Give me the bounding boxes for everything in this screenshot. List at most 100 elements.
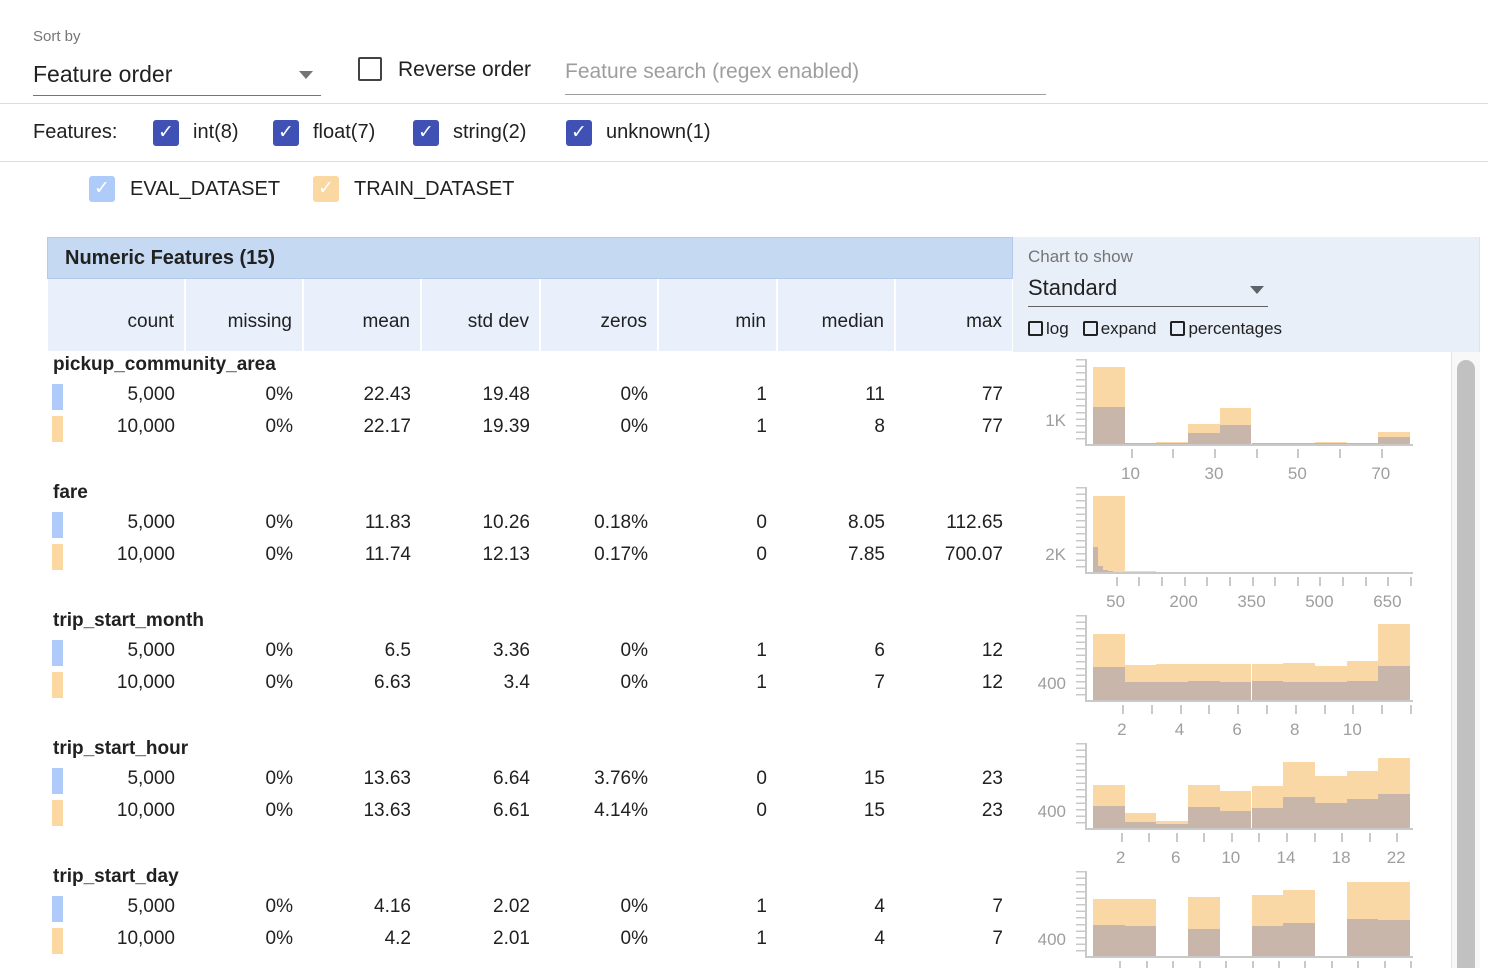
feature-search-input[interactable]: [565, 50, 1046, 94]
x-axis-tick: [1172, 449, 1174, 458]
checkbox-checked-icon[interactable]: [566, 120, 592, 146]
x-tick-label: 10: [1221, 848, 1240, 868]
stat-cell: 0: [658, 544, 777, 566]
x-axis-tick: [1396, 833, 1398, 842]
x-tick-label: 6: [1232, 720, 1241, 740]
x-tick-label: 2: [1116, 848, 1125, 868]
y-axis-label: 400: [1026, 674, 1066, 694]
histogram-bar-eval-overlap: [1156, 682, 1188, 700]
reverse-order-checkbox[interactable]: [358, 57, 382, 81]
histogram-bar-eval-overlap: [1093, 667, 1125, 700]
x-axis-tick: [1172, 961, 1174, 968]
feature-name: trip_start_hour: [53, 738, 188, 760]
y-axis-ticks: [1076, 487, 1085, 573]
sort-by-dropdown[interactable]: Feature order: [33, 54, 321, 96]
x-axis-tick: [1304, 961, 1306, 968]
histogram-bar-eval-overlap: [1378, 794, 1410, 828]
stat-cell: 7: [895, 928, 1013, 950]
x-axis-tick: [1365, 577, 1367, 586]
stat-cell: 10,000: [47, 800, 185, 822]
dataset-label: EVAL_DATASET: [130, 178, 280, 201]
checkbox-checked-icon[interactable]: [273, 120, 299, 146]
y-axis-line: [1085, 743, 1087, 830]
histogram-bar-eval-overlap: [1252, 681, 1284, 700]
stat-cell: 0%: [185, 416, 303, 438]
x-tick-label: 70: [1371, 464, 1390, 484]
checkbox-checked-icon[interactable]: [153, 120, 179, 146]
stat-cell: 6.63: [303, 672, 421, 694]
y-axis-ticks: [1076, 743, 1085, 829]
x-axis-tick: [1131, 449, 1133, 458]
stat-cell: 0%: [540, 640, 658, 662]
x-axis-tick: [1199, 961, 1201, 968]
stat-cell: 77: [895, 384, 1013, 406]
x-axis-tick: [1119, 961, 1121, 968]
column-header-std-dev: std dev: [422, 279, 539, 351]
chevron-down-icon: [1250, 286, 1264, 294]
stat-cell: 22.43: [303, 384, 421, 406]
vertical-scrollbar-thumb[interactable]: [1457, 360, 1475, 968]
stat-cell: 0.18%: [540, 512, 658, 534]
dataset-checkbox-icon[interactable]: [313, 176, 339, 202]
x-axis-tick: [1286, 833, 1288, 842]
stat-cell: 10,000: [47, 928, 185, 950]
x-axis-line: [1085, 828, 1413, 830]
stat-cell: 2.02: [421, 896, 540, 918]
x-tick-label: 14: [1277, 848, 1296, 868]
histogram-bar-eval-overlap: [1315, 682, 1347, 700]
x-axis-tick: [1342, 577, 1344, 586]
x-axis-tick: [1324, 705, 1326, 714]
stat-cell: 1: [658, 672, 777, 694]
stat-cell: 7: [895, 896, 1013, 918]
x-tick-label: 650: [1373, 592, 1401, 612]
x-axis-tick: [1229, 577, 1231, 586]
stat-cell: 2.01: [421, 928, 540, 950]
histogram-bar-eval-overlap: [1188, 807, 1220, 828]
histogram-bar-eval-overlap: [1093, 407, 1125, 444]
feature-name: pickup_community_area: [53, 354, 276, 376]
x-tick-label: 18: [1332, 848, 1351, 868]
column-header-label: zeros: [601, 311, 647, 333]
histogram-bar-eval-overlap: [1220, 425, 1252, 444]
stat-cell: 0%: [185, 768, 303, 790]
stat-cell: 13.63: [303, 800, 421, 822]
stat-cell: 112.65: [895, 512, 1013, 534]
chart-option-expand: expand: [1083, 319, 1157, 338]
x-axis-line: [1085, 444, 1413, 446]
stat-cell: 12: [895, 672, 1013, 694]
checkbox-unchecked-icon[interactable]: [1170, 321, 1185, 336]
checkbox-unchecked-icon[interactable]: [1028, 321, 1043, 336]
column-header-zeros: zeros: [541, 279, 657, 351]
stat-cell: 3.76%: [540, 768, 658, 790]
x-axis-tick: [1295, 705, 1297, 714]
stat-cell: 10,000: [47, 416, 185, 438]
stat-cell: 19.39: [421, 416, 540, 438]
numeric-features-header: Numeric Features (15): [47, 237, 1013, 279]
column-header-median: median: [778, 279, 894, 351]
feature-type-label: int(8): [193, 121, 239, 144]
stat-cell: 0: [658, 512, 777, 534]
checkbox-checked-icon[interactable]: [413, 120, 439, 146]
chart-option-label: expand: [1101, 319, 1157, 338]
stat-cell: 0%: [185, 384, 303, 406]
column-header-label: median: [822, 311, 884, 333]
column-header-label: max: [966, 311, 1002, 333]
chart-option-percentages: percentages: [1170, 319, 1282, 338]
x-axis-tick: [1387, 577, 1389, 586]
x-axis-tick: [1297, 577, 1299, 586]
x-axis-tick: [1266, 705, 1268, 714]
feature-name: trip_start_day: [53, 866, 179, 888]
x-axis-tick: [1138, 577, 1140, 586]
stat-cell: 15: [777, 800, 895, 822]
stat-cell: 0%: [540, 416, 658, 438]
chart-type-dropdown[interactable]: Standard: [1028, 271, 1268, 307]
stat-cell: 1: [658, 896, 777, 918]
checkbox-unchecked-icon[interactable]: [1083, 321, 1098, 336]
histogram-bar-eval-overlap: [1347, 799, 1379, 828]
x-axis-tick: [1214, 449, 1216, 458]
chart-option-checkboxes: logexpandpercentages: [1028, 319, 1296, 341]
x-axis-tick: [1151, 705, 1153, 714]
x-axis-tick: [1278, 961, 1280, 968]
dataset-checkbox-icon[interactable]: [89, 176, 115, 202]
stat-cell: 10,000: [47, 672, 185, 694]
